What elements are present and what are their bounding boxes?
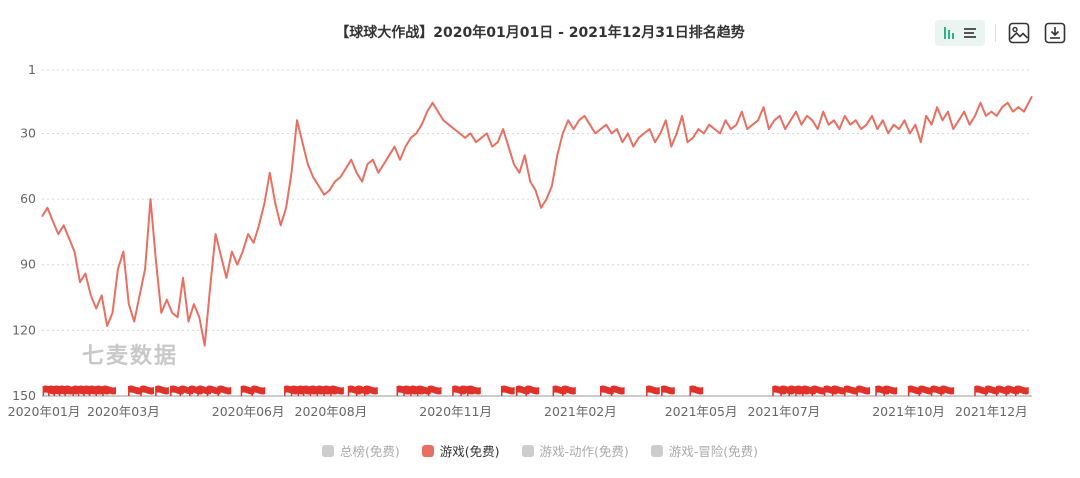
x-tick-label: 2020年06月	[212, 404, 285, 419]
y-tick-label: 90	[20, 257, 36, 272]
legend-item[interactable]: 总榜(免费)	[321, 441, 400, 460]
event-flag-icon[interactable]	[599, 385, 614, 396]
download-icon	[1044, 22, 1066, 44]
event-flag-icon[interactable]	[427, 385, 442, 396]
legend-item[interactable]: 游戏-冒险(免费)	[650, 441, 759, 460]
legend-label: 总榜(免费)	[339, 444, 400, 459]
event-flag-icon[interactable]	[661, 385, 675, 396]
legend-swatch	[650, 444, 663, 457]
series-line	[41, 95, 1033, 347]
event-flag-icon[interactable]	[562, 385, 576, 396]
grid-lines	[42, 69, 1032, 397]
y-axis-ticks: 1 30 60 90 120 150	[12, 62, 36, 403]
y-tick-label: 30	[20, 125, 36, 140]
legend-item[interactable]: 游戏(免费)	[421, 441, 500, 460]
event-flag-icon[interactable]	[330, 385, 344, 396]
x-tick-label: 2021年02月	[544, 404, 617, 419]
event-flag-icon[interactable]	[646, 385, 660, 396]
event-flag-icon[interactable]	[500, 385, 515, 396]
event-flag-icon[interactable]	[985, 385, 999, 396]
event-flag-icon[interactable]	[206, 385, 221, 396]
x-tick-label: 2020年08月	[295, 404, 368, 419]
event-flag-icon[interactable]	[128, 385, 142, 396]
event-flag-icon[interactable]	[811, 385, 826, 396]
x-tick-label: 2020年11月	[419, 404, 492, 419]
x-tick-label: 2021年07月	[747, 404, 820, 419]
event-flag-icon[interactable]	[102, 385, 116, 396]
event-flag-icon[interactable]	[416, 385, 431, 396]
y-tick-label: 150	[12, 388, 36, 403]
y-tick-label: 1	[28, 62, 36, 77]
bar-list-toggle-button[interactable]	[935, 20, 985, 46]
watermark: 七麦数据	[82, 344, 179, 369]
event-flag-icon[interactable]	[364, 385, 378, 396]
event-flag-icon[interactable]	[844, 385, 858, 396]
image-icon	[1008, 22, 1030, 44]
event-flag-icon[interactable]	[525, 385, 540, 396]
legend: 总榜(免费) 游戏(免费) 游戏-动作(免费) 游戏-冒险(免费)	[0, 441, 1080, 460]
save-image-button[interactable]	[1006, 20, 1032, 46]
event-flag-icon[interactable]	[831, 385, 846, 396]
event-flag-icon[interactable]	[918, 385, 933, 396]
event-flag-icon[interactable]	[907, 385, 922, 396]
y-tick-label: 120	[12, 322, 36, 337]
x-tick-label: 2021年10月	[872, 404, 945, 419]
legend-label: 游戏-冒险(免费)	[668, 444, 759, 459]
x-tick-label: 2021年12月	[955, 404, 1028, 419]
bar-list-toggle-icon	[944, 27, 976, 39]
event-flag-icon[interactable]	[1014, 385, 1029, 396]
event-flag-icon[interactable]	[940, 385, 955, 396]
legend-swatch	[321, 444, 334, 457]
download-button[interactable]	[1042, 20, 1068, 46]
legend-label: 游戏(免费)	[439, 444, 500, 459]
event-flag-icon[interactable]	[140, 385, 154, 396]
y-tick-label: 60	[20, 191, 36, 206]
event-flag-icon[interactable]	[240, 385, 255, 396]
event-flag-icon[interactable]	[155, 385, 169, 396]
event-flags	[42, 385, 1029, 396]
legend-swatch	[521, 444, 534, 457]
x-axis-ticks: 2020年01月 2020年03月 2020年06月 2020年08月 2020年11月…	[8, 404, 1028, 419]
x-tick-label: 2020年03月	[87, 404, 160, 419]
event-flag-icon[interactable]	[610, 385, 625, 396]
event-flag-icon[interactable]	[974, 385, 988, 396]
chart-title: 【球球大作战】2020年01月01日 - 2021年12月31日排名趋势	[335, 25, 745, 41]
event-flag-icon[interactable]	[856, 385, 871, 396]
x-tick-label: 2021年05月	[665, 404, 738, 419]
event-flag-icon[interactable]	[689, 385, 704, 396]
event-flag-icon[interactable]	[217, 385, 232, 396]
legend-item[interactable]: 游戏-动作(免费)	[521, 441, 629, 460]
toolbar-divider	[995, 24, 996, 42]
event-flag-icon[interactable]	[883, 385, 898, 396]
series-layer	[41, 95, 1033, 347]
legend-swatch	[421, 444, 434, 457]
legend-label: 游戏-动作(免费)	[539, 444, 629, 459]
event-flag-icon[interactable]	[251, 385, 266, 396]
x-tick-label: 2020年01月	[8, 404, 81, 419]
event-flag-icon[interactable]	[467, 385, 481, 396]
